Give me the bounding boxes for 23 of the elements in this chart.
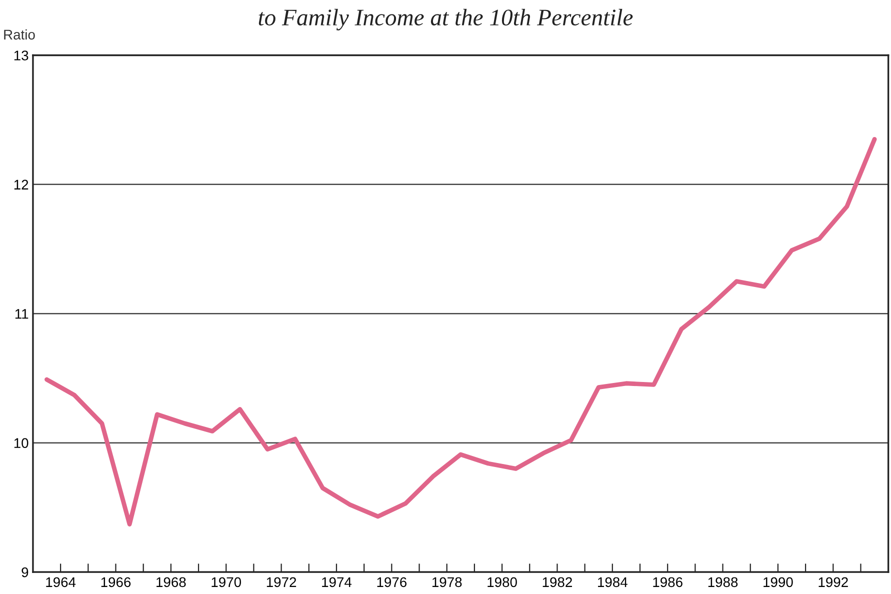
x-tick-label: 1990 xyxy=(764,577,793,588)
x-tick-label: 1976 xyxy=(377,577,407,588)
x-tick-label: 1984 xyxy=(598,577,628,588)
y-tick-label: 10 xyxy=(14,438,28,448)
x-tick-label: 1980 xyxy=(488,577,517,588)
x-tick-label: 1982 xyxy=(542,577,572,588)
y-axis-title: Ratio xyxy=(4,29,35,40)
y-tick-label: 12 xyxy=(14,180,28,190)
y-tick-label: 13 xyxy=(14,50,28,60)
y-tick-label: 9 xyxy=(22,567,28,578)
x-tick-label: 1986 xyxy=(653,577,682,588)
x-tick-label: 1964 xyxy=(46,577,76,588)
x-tick-label: 1968 xyxy=(156,577,186,588)
x-tick-label: 1974 xyxy=(322,577,352,588)
y-tick-label: 11 xyxy=(15,309,28,319)
x-tick-label: 1972 xyxy=(266,577,296,588)
x-tick-label: 1992 xyxy=(818,577,848,588)
chart-title: to Family Income at the 10th Percentile xyxy=(258,8,633,30)
x-tick-label: 1966 xyxy=(101,577,131,588)
x-tick-label: 1978 xyxy=(432,577,462,588)
line-series xyxy=(44,136,877,526)
x-tick-label: 1970 xyxy=(212,577,242,588)
x-tick-label: 1988 xyxy=(708,577,738,588)
